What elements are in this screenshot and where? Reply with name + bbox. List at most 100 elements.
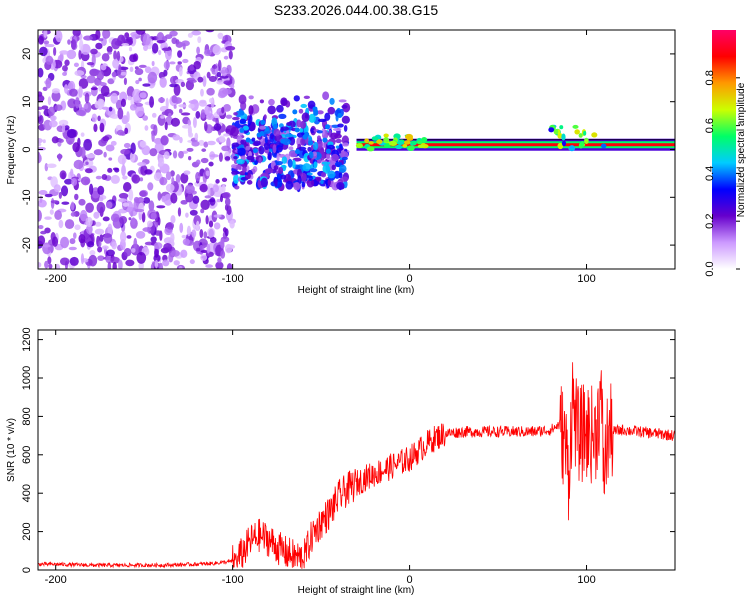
noise-blob (59, 257, 70, 266)
tone-wiggle (376, 139, 383, 145)
transition-blob (309, 168, 318, 173)
transition-blob (321, 172, 327, 178)
noise-blob (87, 241, 95, 248)
noise-blob (217, 59, 222, 72)
noise-blob (205, 30, 215, 33)
transition-peak (308, 140, 314, 146)
noise-blob (122, 175, 128, 180)
noise-blob (142, 115, 149, 121)
transition-blob (302, 163, 312, 172)
noise-blob (137, 162, 147, 167)
transition-blob (334, 161, 343, 167)
noise-blob (60, 236, 70, 249)
noise-blob (161, 111, 170, 116)
noise-blob (196, 220, 200, 231)
noise-blob (111, 71, 117, 78)
noise-blob (209, 237, 217, 244)
noise-blob (200, 254, 208, 261)
noise-blob (116, 129, 125, 136)
noise-blob (139, 92, 147, 99)
transition-blob (280, 97, 288, 107)
transition-blob (309, 151, 314, 159)
noise-blob (177, 207, 182, 217)
colorbar-tick-label: 0.0 (704, 261, 716, 276)
noise-blob (170, 117, 181, 127)
transition-blob (322, 91, 330, 100)
noise-blob (98, 38, 104, 42)
transition-blob (238, 94, 247, 105)
noise-blob (142, 33, 151, 46)
noise-blob (171, 176, 175, 185)
noise-blob (163, 151, 170, 160)
noise-blob (150, 212, 157, 220)
colorbar-label: Normalized spectral amplitude (736, 82, 747, 217)
noise-blob (42, 242, 52, 255)
noise-blob (107, 223, 113, 236)
noise-blob (204, 195, 212, 199)
noise-blob (101, 245, 109, 250)
transition-blob (273, 128, 281, 137)
transition-blob (335, 145, 340, 149)
noise-blob (133, 196, 140, 203)
noise-blob (185, 192, 194, 203)
y-tick-label: 400 (21, 484, 33, 502)
transition-blob (306, 172, 313, 176)
noise-blob (213, 214, 222, 218)
noise-blob (95, 30, 101, 40)
transition-blob (300, 103, 308, 109)
transition-blob (276, 104, 284, 113)
noise-blob (151, 60, 155, 67)
noise-blob (116, 50, 121, 62)
noise-blob (44, 163, 49, 172)
noise-blob (72, 30, 81, 37)
transition-blob (341, 135, 349, 145)
noise-blob (117, 154, 127, 165)
noise-blob (55, 30, 63, 43)
noise-blob (149, 96, 155, 108)
noise-blob (220, 238, 225, 249)
noise-blob (170, 232, 175, 243)
noise-blob (223, 133, 230, 137)
noise-blob (200, 157, 209, 164)
noise-blob (144, 169, 153, 175)
noise-blob (119, 91, 128, 103)
transition-blob (307, 100, 316, 109)
noise-blob (163, 242, 173, 252)
noise-blob (138, 64, 147, 68)
noise-blob (83, 103, 89, 110)
transition-blob (277, 146, 284, 151)
transition-blob (245, 145, 250, 151)
transition-blob (280, 126, 290, 131)
x-tick-label: -200 (45, 574, 67, 586)
noise-blob (158, 97, 166, 103)
noise-blob (139, 190, 147, 197)
noise-blob (62, 71, 67, 77)
noise-blob (191, 30, 202, 36)
y-tick-label: 600 (21, 446, 33, 464)
noise-blob (102, 30, 111, 39)
noise-blob (164, 48, 172, 61)
y-tick-label: 20 (21, 48, 33, 60)
noise-blob (208, 97, 214, 104)
transition-peak (294, 127, 300, 133)
noise-blob (96, 201, 106, 214)
noise-blob (122, 182, 132, 192)
transition-blob (230, 126, 239, 137)
noise-blob (215, 261, 224, 269)
noise-blob (194, 132, 199, 141)
noise-blob (212, 44, 222, 56)
transition-blob (316, 135, 321, 141)
noise-blob (38, 235, 46, 246)
noise-blob (69, 238, 76, 245)
noise-blob (151, 42, 159, 54)
noise-blob (58, 138, 64, 143)
tone-wiggle (404, 140, 411, 145)
noise-blob (44, 216, 52, 220)
transition-blob (248, 95, 254, 100)
noise-blob (186, 147, 194, 152)
noise-blob (156, 205, 166, 209)
noise-blob (208, 75, 217, 82)
noise-blob (217, 257, 222, 264)
noise-blob (195, 111, 201, 119)
noise-blob (198, 100, 207, 107)
